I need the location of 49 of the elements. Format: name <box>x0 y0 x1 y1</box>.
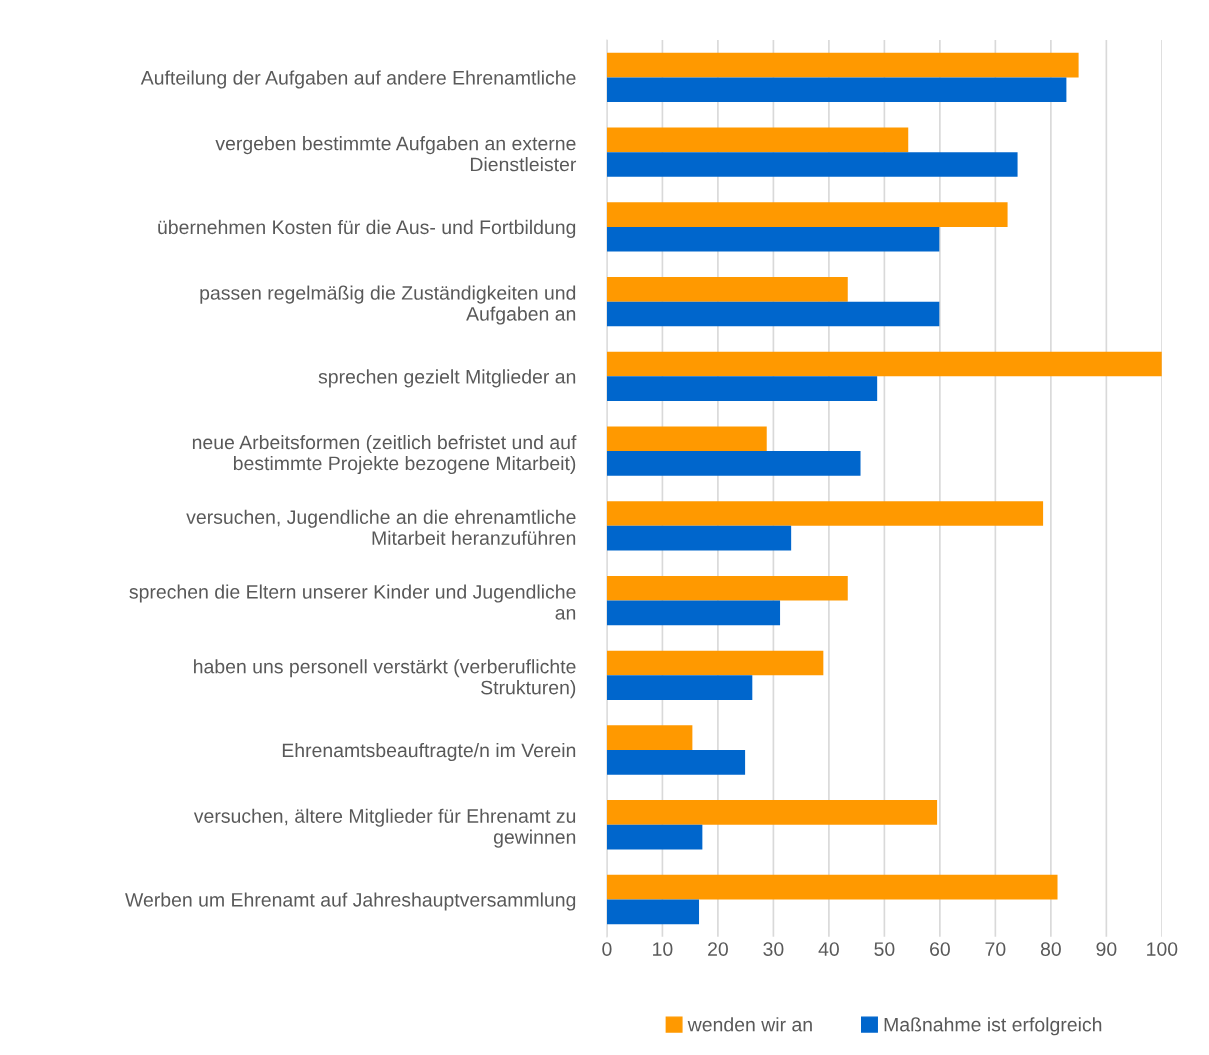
x-tick-label: 80 <box>1040 942 1061 956</box>
y-tick-label: Werben um Ehrenamt auf Jahreshauptversammlung <box>125 892 576 911</box>
x-tick-label: 50 <box>874 942 895 956</box>
x-tick-label: 30 <box>763 942 784 956</box>
x-tick-label: 90 <box>1096 942 1117 956</box>
bar <box>606 750 746 775</box>
y-tick-label: sprechen gezielt Mitglieder an <box>318 369 576 388</box>
y-tick-label: sprechen die Eltern unserer Kinder und Jugendliche an <box>129 584 576 620</box>
bar <box>606 650 824 676</box>
bar <box>606 675 753 700</box>
y-tick-label: Aufteilung der Aufgaben auf andere Ehrenamtliche <box>140 70 576 89</box>
y-tick-label: versuchen, Jugendliche an die ehrenamtliche Mitarbeit heranzuführen <box>186 509 576 545</box>
bar <box>606 202 1008 227</box>
bar <box>606 600 781 626</box>
bar <box>606 899 700 925</box>
bar <box>606 351 1162 377</box>
bar <box>606 52 1079 78</box>
y-tick-label: passen regelmäßig die Zuständigkeiten und Aufgaben an <box>200 285 576 325</box>
y-tick-label: übernehmen Kosten für die Aus- und Fortbildung <box>158 219 576 238</box>
x-tick-label: 10 <box>653 942 673 956</box>
x-tick-label: 40 <box>818 942 839 956</box>
y-tick-label: vergeben bestimmte Aufgaben an externe Dienstleister <box>215 136 577 172</box>
bar <box>606 376 878 402</box>
bar <box>606 426 767 452</box>
bar <box>606 874 1058 900</box>
y-tick-label: Ehrenamtsbeauftragte/n im Verein <box>282 742 576 762</box>
bar <box>606 127 909 153</box>
bar <box>606 725 693 751</box>
bar <box>606 301 940 327</box>
bar <box>606 276 848 302</box>
x-tick-label: 20 <box>708 942 728 956</box>
bar <box>606 451 861 476</box>
bar <box>606 525 792 551</box>
bar <box>606 575 848 601</box>
bar <box>606 226 940 252</box>
x-tick-label: 70 <box>985 942 1006 956</box>
bar <box>606 824 703 850</box>
bar <box>606 152 1018 177</box>
legend-label: wenden wir an <box>687 1017 812 1032</box>
bar <box>606 501 1044 526</box>
bar <box>606 77 1067 103</box>
y-tick-label: neue Arbeitsformen (zeitlich befristet und auf bestimmte Projekte bezogene Mitarbeit) <box>192 434 577 475</box>
y-tick-label: versuchen, ältere Mitglieder für Ehrenamt zu gewinnen <box>193 808 576 848</box>
x-tick-label: 60 <box>930 942 950 956</box>
bar <box>606 800 938 825</box>
legend-label: Maßnahme ist erfolgreich <box>884 1017 1102 1036</box>
y-tick-label: haben uns personell verstärkt (verberuflichte Strukturen) <box>194 659 576 699</box>
x-tick-label: 100 <box>1147 942 1178 956</box>
x-tick-label: 0 <box>602 942 612 956</box>
